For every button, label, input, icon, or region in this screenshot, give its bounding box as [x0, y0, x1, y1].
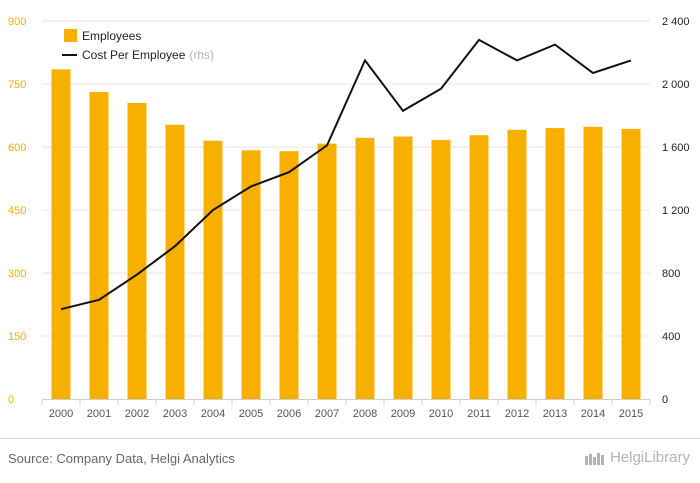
left-axis-ticks: 0 150 300 450 600 750 900: [8, 16, 26, 406]
x-tick-label: 2002: [125, 408, 149, 420]
x-tick-label: 2006: [277, 408, 301, 420]
right-axis-ticks: 0 400 800 1 200 1 600 2 000 2 400: [662, 16, 690, 406]
x-tick-label: 2010: [429, 408, 453, 420]
employees-bars: [51, 69, 641, 400]
employees-bar: [127, 102, 147, 400]
employees-bar: [317, 143, 337, 399]
legend: Employees Cost Per Employee (rhs): [62, 29, 214, 62]
employees-bar: [241, 150, 261, 399]
employees-bar: [583, 126, 603, 399]
footer-divider: [0, 438, 700, 439]
employees-bar: [431, 139, 451, 400]
right-tick-label: 1 200: [662, 205, 690, 217]
x-tick-label: 2012: [505, 408, 529, 420]
legend-cost-text: Cost Per Employee: [82, 48, 186, 62]
x-tick-label: 2005: [239, 408, 263, 420]
legend-employees-label: Employees: [82, 29, 141, 43]
logo-text: HelgiLibrary: [609, 449, 690, 466]
left-tick-label: 900: [8, 16, 26, 28]
x-tick-label: 2013: [543, 408, 567, 420]
x-tick-label: 2009: [391, 408, 415, 420]
x-tick-label: 2007: [315, 408, 339, 420]
employees-bar: [279, 151, 299, 399]
employees-bar: [621, 128, 641, 399]
x-tick-label: 2004: [201, 408, 225, 420]
left-tick-label: 600: [8, 142, 26, 154]
left-tick-label: 0: [8, 394, 14, 406]
x-tick-label: 2014: [581, 408, 605, 420]
right-tick-label: 1 600: [662, 142, 690, 154]
x-tick-label: 2001: [87, 408, 111, 420]
right-tick-label: 800: [662, 268, 680, 280]
employees-bar: [469, 135, 489, 400]
employees-bar: [507, 129, 527, 399]
right-tick-label: 400: [662, 331, 680, 343]
left-tick-label: 300: [8, 268, 26, 280]
left-tick-label: 150: [8, 331, 26, 343]
left-tick-label: 750: [8, 79, 26, 91]
employees-bar: [89, 91, 109, 399]
x-tick-label: 2003: [163, 408, 187, 420]
employees-bar: [545, 128, 565, 399]
x-tick-label: 2008: [353, 408, 377, 420]
right-tick-label: 2 400: [662, 16, 690, 28]
right-tick-label: 0: [662, 394, 668, 406]
left-tick-label: 450: [8, 205, 26, 217]
employees-bar: [355, 137, 375, 399]
x-tick-label: 2011: [467, 408, 491, 420]
right-tick-label: 2 000: [662, 79, 690, 91]
library-icon: [584, 452, 604, 465]
employees-bar: [51, 69, 71, 400]
source-note: Source: Company Data, Helgi Analytics: [8, 451, 235, 466]
cost-per-employee-line: [60, 38, 632, 311]
employees-bar: [165, 124, 185, 400]
employees-bar: [203, 140, 223, 399]
employees-bar: [393, 136, 413, 399]
x-axis-ticks: 2000 2001 2002 2003 2004 2005 2006 2007 2008 2009…: [41, 399, 651, 420]
chart: 0 150 300 450 600 750 900 0 400 800 1 200 1 600 2 0…: [8, 16, 690, 420]
legend-employees-swatch: [64, 29, 77, 42]
x-tick-label: 2000: [49, 408, 73, 420]
legend-cost-note: (rhs): [189, 48, 214, 62]
x-tick-label: 2015: [619, 408, 643, 420]
legend-cost-label: Cost Per Employee (rhs): [82, 48, 214, 62]
helgi-library-logo: HelgiLibrary: [584, 449, 690, 466]
